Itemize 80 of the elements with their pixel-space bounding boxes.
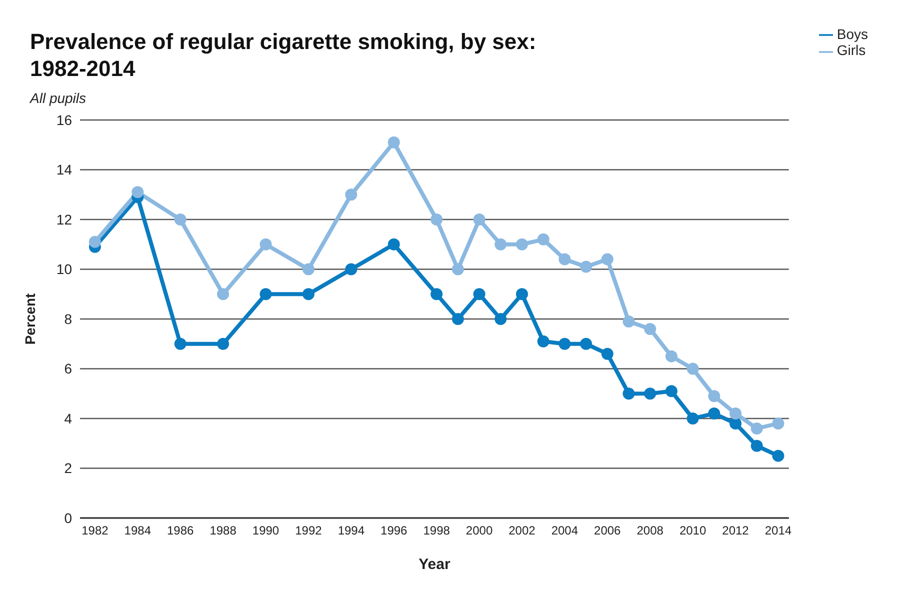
- point: [686, 362, 699, 375]
- point: [772, 450, 784, 462]
- y-tick-label: 16: [56, 112, 72, 128]
- point: [558, 338, 571, 350]
- point: [473, 288, 486, 300]
- point: [345, 263, 358, 276]
- point: [644, 388, 656, 400]
- point: [601, 253, 614, 266]
- y-tick-label: 4: [64, 410, 72, 426]
- point: [473, 214, 486, 226]
- y-tick-label: 10: [56, 261, 72, 278]
- chart-subtitle: All pupils: [30, 90, 86, 106]
- y-tick-label: 6: [64, 360, 72, 377]
- legend-label: Girls: [836, 42, 866, 58]
- point: [260, 238, 272, 250]
- point: [601, 348, 614, 360]
- point: [729, 408, 742, 420]
- x-tick-label: 1994: [338, 524, 365, 538]
- point: [430, 214, 443, 226]
- y-axis-title: Percent: [22, 292, 38, 345]
- x-tick-label: 1996: [380, 524, 408, 538]
- point: [580, 338, 592, 350]
- point: [644, 322, 656, 335]
- y-tick-label: 14: [56, 162, 72, 178]
- point: [217, 288, 230, 300]
- point: [388, 136, 400, 148]
- point: [622, 315, 635, 328]
- point: [302, 288, 314, 300]
- point: [88, 236, 101, 248]
- x-tick-label: 2006: [594, 524, 622, 538]
- point: [174, 214, 186, 226]
- x-tick-label: 1992: [295, 524, 322, 538]
- x-tick-label: 1986: [167, 524, 194, 538]
- x-tick-label: 2008: [636, 524, 664, 538]
- y-tick-label: 0: [64, 510, 72, 526]
- point: [174, 338, 186, 350]
- point: [452, 263, 464, 276]
- point: [537, 233, 550, 246]
- point: [452, 313, 464, 325]
- point: [665, 350, 678, 362]
- point: [558, 253, 571, 266]
- chart-title: Prevalence of regular cigarette smoking, by sex: 1982-2014: [30, 28, 536, 82]
- point: [302, 263, 314, 276]
- point: [729, 417, 742, 430]
- x-axis-title: Year: [418, 556, 450, 573]
- x-tick-label: 1982: [82, 524, 109, 538]
- point: [708, 390, 720, 402]
- x-tick-label: 1984: [124, 524, 152, 538]
- point: [516, 238, 528, 250]
- legend-label: Boys: [836, 26, 868, 42]
- point: [345, 188, 358, 201]
- x-tick-label: 2000: [466, 524, 493, 538]
- x-tick-label: 2012: [722, 524, 750, 538]
- point: [708, 408, 720, 420]
- point: [665, 385, 678, 398]
- point: [217, 338, 230, 350]
- point: [260, 288, 272, 300]
- point: [537, 335, 550, 348]
- point: [772, 417, 784, 430]
- point: [388, 238, 400, 250]
- x-tick-label: 2004: [551, 524, 578, 538]
- x-tick-label: 2002: [508, 524, 536, 538]
- point: [494, 313, 507, 325]
- point: [622, 388, 635, 400]
- x-tick-label: 2014: [764, 524, 792, 538]
- point: [686, 412, 699, 424]
- x-tick-label: 1990: [252, 524, 280, 538]
- point: [494, 238, 507, 250]
- x-tick-label: 2010: [679, 524, 706, 538]
- x-tick-label: 1998: [423, 524, 450, 538]
- y-tick-label: 8: [64, 310, 72, 327]
- y-tick-label: 12: [56, 211, 72, 228]
- point: [750, 422, 763, 434]
- point: [580, 260, 592, 273]
- x-tick-label: 1988: [210, 524, 237, 538]
- point: [430, 288, 443, 300]
- y-tick-label: 2: [64, 460, 72, 476]
- point: [132, 186, 144, 198]
- point: [750, 440, 763, 452]
- point: [516, 288, 528, 300]
